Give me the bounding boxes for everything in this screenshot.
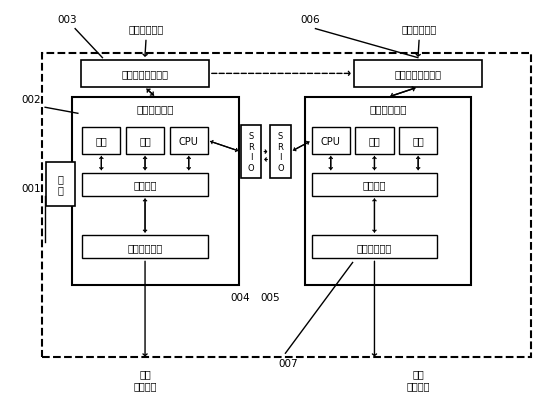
Bar bbox=[82, 128, 120, 154]
Bar bbox=[312, 128, 350, 154]
Text: 004: 004 bbox=[231, 292, 250, 302]
Text: CPU: CPU bbox=[321, 136, 341, 146]
Bar bbox=[312, 235, 437, 259]
Bar bbox=[312, 173, 437, 196]
Bar bbox=[170, 128, 208, 154]
Text: 存储: 存储 bbox=[412, 136, 424, 146]
Text: 006: 006 bbox=[300, 15, 320, 24]
Text: CPU: CPU bbox=[179, 136, 199, 146]
Text: 外网输入参数: 外网输入参数 bbox=[402, 25, 437, 34]
Text: 电
源: 电 源 bbox=[58, 174, 63, 195]
Bar bbox=[354, 60, 482, 88]
Text: 内网处理系统: 内网处理系统 bbox=[137, 104, 175, 114]
Text: 内存: 内存 bbox=[368, 136, 380, 146]
Text: 内网输入参数: 内网输入参数 bbox=[128, 25, 164, 34]
Text: 外网
网络数据: 外网 网络数据 bbox=[406, 368, 430, 391]
Text: 外网参数配置接口: 外网参数配置接口 bbox=[394, 69, 441, 79]
Text: 002: 002 bbox=[21, 95, 41, 105]
Text: 007: 007 bbox=[278, 358, 298, 369]
Bar bbox=[270, 126, 291, 178]
Bar bbox=[82, 173, 208, 196]
Text: 001: 001 bbox=[21, 183, 41, 194]
Text: 内网网络接口: 内网网络接口 bbox=[127, 242, 163, 252]
Bar bbox=[305, 98, 471, 285]
Bar bbox=[355, 128, 394, 154]
Bar bbox=[240, 126, 261, 178]
Bar bbox=[81, 60, 209, 88]
Text: 内存: 内存 bbox=[139, 136, 151, 146]
Text: S
R
I
O: S R I O bbox=[277, 132, 284, 172]
Text: 数据总线: 数据总线 bbox=[363, 180, 386, 190]
Text: 外网处理系统: 外网处理系统 bbox=[369, 104, 407, 114]
Bar bbox=[126, 128, 164, 154]
Bar bbox=[72, 98, 239, 285]
Text: 存储: 存储 bbox=[96, 136, 107, 146]
Text: 数据总线: 数据总线 bbox=[133, 180, 157, 190]
Text: 外网网络接口: 外网网络接口 bbox=[357, 242, 392, 252]
Bar bbox=[82, 235, 208, 259]
Bar bbox=[399, 128, 437, 154]
Text: 内网参数配置接口: 内网参数配置接口 bbox=[121, 69, 169, 79]
Text: 005: 005 bbox=[261, 292, 281, 302]
Text: 003: 003 bbox=[57, 15, 77, 24]
Text: 内网
网络数据: 内网 网络数据 bbox=[133, 368, 157, 391]
Bar bbox=[46, 162, 75, 207]
Bar bbox=[42, 54, 531, 357]
Text: S
R
I
O: S R I O bbox=[248, 132, 254, 172]
